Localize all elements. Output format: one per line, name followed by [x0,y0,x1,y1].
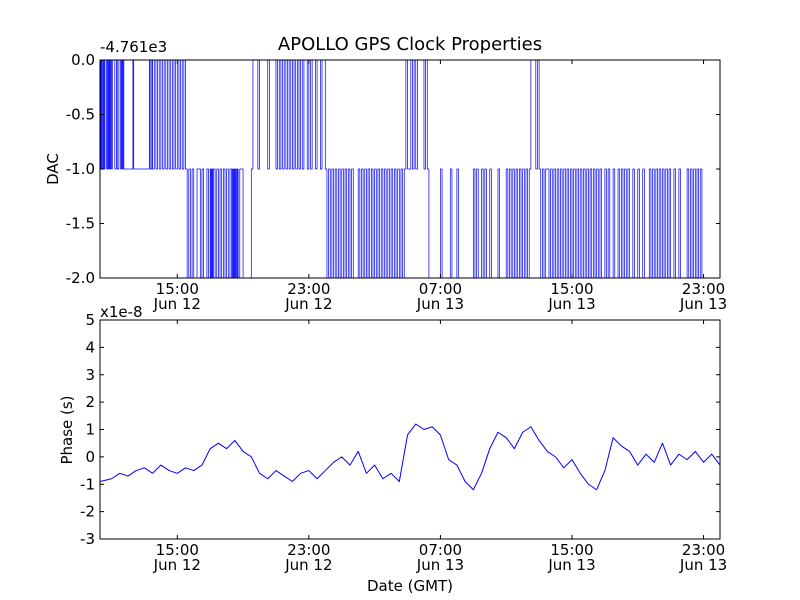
phase-x-tick-date-label: Jun 12 [153,556,201,574]
phase-x-tick-time-label: 23:00 [682,541,725,559]
dac-x-tick-date-label: Jun 13 [679,295,727,313]
phase-y-tick-label: 3 [85,366,95,384]
phase-x-tick-time-label: 15:00 [156,541,199,559]
phase-y-axis-label: Phase (s) [58,395,76,464]
x-axis-label: Date (GMT) [367,577,453,595]
dac-x-tick-time-label: 15:00 [156,280,199,298]
dac-x-tick-time-label: 23:00 [682,280,725,298]
dac-x-tick-date-label: Jun 13 [547,295,595,313]
dac-series-group [100,60,704,278]
dac-x-tick-time-label: 23:00 [287,280,330,298]
phase-x-tick-date-label: Jun 13 [547,556,595,574]
phase-offset-text: x1e-8 [100,303,143,321]
dac-y-axis-label: DAC [44,153,62,185]
dac-y-tick-label: -0.5 [66,106,95,124]
dac-x-tick-date-label: Jun 12 [153,295,201,313]
dac-series-line-0 [100,60,704,278]
phase-y-tick-label: 5 [85,311,95,329]
phase-x-tick-date-label: Jun 13 [416,556,464,574]
dac-x-tick-date-label: Jun 12 [284,295,332,313]
phase-y-tick-label: -1 [80,475,95,493]
dac-offset-text: -4.761e3 [100,38,167,56]
phase-x-tick-time-label: 07:00 [419,541,462,559]
phase-x-tick-date-label: Jun 12 [284,556,332,574]
phase-x-tick-time-label: 23:00 [287,541,330,559]
dac-y-tick-label: -2.0 [66,269,95,287]
dac-y-tick-label: -1.0 [66,160,95,178]
phase-y-tick-label: -2 [80,503,95,521]
dac-y-tick-label: -1.5 [66,215,95,233]
phase-x-tick-time-label: 15:00 [550,541,593,559]
dac-x-tick-time-label: 15:00 [550,280,593,298]
phase-x-tick-date-label: Jun 13 [679,556,727,574]
phase-y-tick-label: 4 [85,338,95,356]
dac-y-ticks: 0.0 -0.5 -1.0 -1.5 -2.0 [66,51,720,287]
phase-y-tick-label: -3 [80,530,95,548]
phase-series-line-0 [100,423,720,491]
dac-x-tick-time-label: 07:00 [419,280,462,298]
phase-series-group [100,423,720,491]
phase-y-ticks: 5 4 3 2 1 0 -1 -2 -3 [80,311,720,548]
phase-y-tick-label: 0 [85,448,95,466]
dac-x-tick-date-label: Jun 13 [416,295,464,313]
chart-title: APOLLO GPS Clock Properties [278,34,542,55]
phase-y-tick-label: 2 [85,393,95,411]
dac-y-tick-label: 0.0 [71,51,95,69]
phase-y-tick-label: 1 [85,421,95,439]
